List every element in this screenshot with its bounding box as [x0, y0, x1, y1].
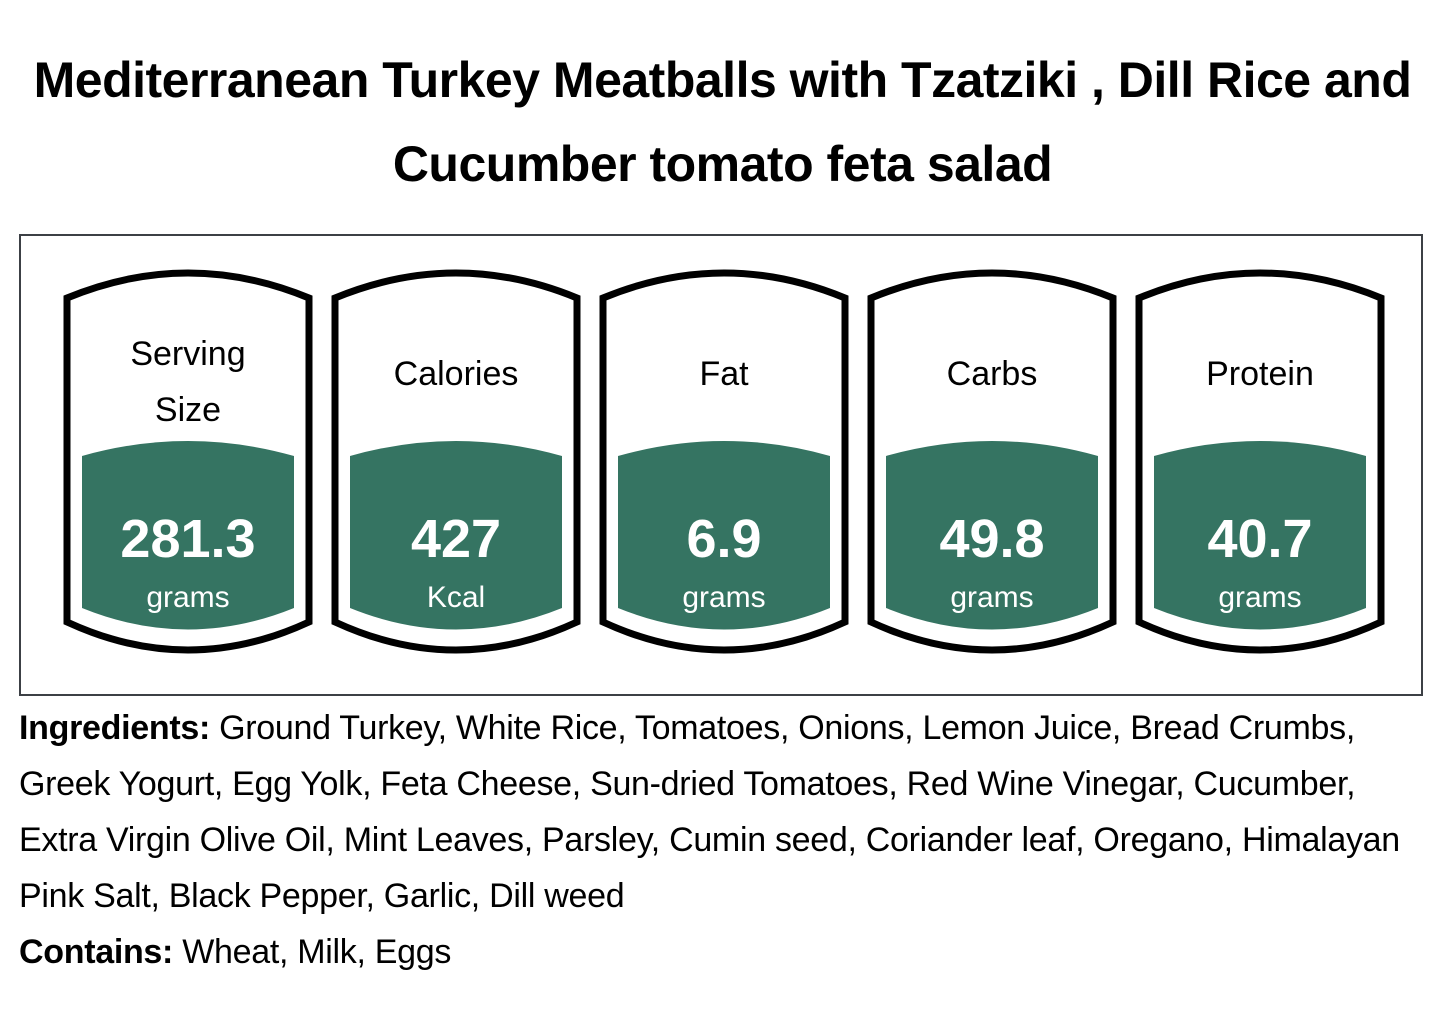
badge-shape-icon — [331, 269, 581, 654]
badge-value: 6.9 — [686, 509, 762, 569]
badge-unit: grams — [950, 581, 1034, 614]
badge-label: Protein — [1206, 355, 1314, 393]
badge-shape-icon — [867, 269, 1117, 654]
recipe-title: Mediterranean Turkey Meatballs with Tzat… — [33, 52, 1412, 192]
badge-value: 40.7 — [1207, 509, 1313, 569]
badge-label: Calories — [393, 355, 519, 393]
ingredients-paragraph: Ingredients: Ground Turkey, White Rice, … — [19, 700, 1439, 924]
badge-shape-icon — [1135, 269, 1385, 654]
nutrition-badge-protein: Protein 40.7 grams — [1134, 266, 1386, 658]
nutrition-badge-calories: Calories 427 Kcal — [330, 266, 582, 658]
nutrition-badge-carbs: Carbs 49.8 grams — [866, 266, 1118, 658]
allergens-list: Wheat, Milk, Eggs — [173, 933, 452, 971]
badge-value: 427 — [410, 509, 502, 569]
badge-shape-icon — [599, 269, 849, 654]
badge-unit: Kcal — [426, 581, 486, 614]
badge-label: Carbs — [946, 355, 1038, 393]
badge-label: Serving Size — [130, 335, 246, 429]
badge-unit: grams — [146, 581, 230, 614]
nutrition-facts-box: Serving Size 281.3 grams Calories 427 Kc… — [19, 234, 1423, 696]
ingredients-list: Ground Turkey, White Rice, Tomatoes, Oni… — [19, 709, 1400, 915]
badge-label: Fat — [699, 355, 749, 393]
badge-unit: grams — [1218, 581, 1302, 614]
contains-heading: Contains: — [19, 933, 174, 971]
badge-unit: grams — [682, 581, 766, 614]
badge-value: 49.8 — [939, 509, 1045, 569]
ingredients-heading: Ingredients: — [19, 709, 210, 747]
allergens-paragraph: Contains: Wheat, Milk, Eggs — [19, 924, 1439, 980]
badge-shape-icon — [63, 269, 313, 654]
badge-value: 281.3 — [120, 509, 256, 569]
nutrition-badge-fat: Fat 6.9 grams — [598, 266, 850, 658]
nutrition-badge-serving-size: Serving Size 281.3 grams — [62, 266, 314, 658]
ingredients-section: Ingredients: Ground Turkey, White Rice, … — [19, 700, 1439, 980]
